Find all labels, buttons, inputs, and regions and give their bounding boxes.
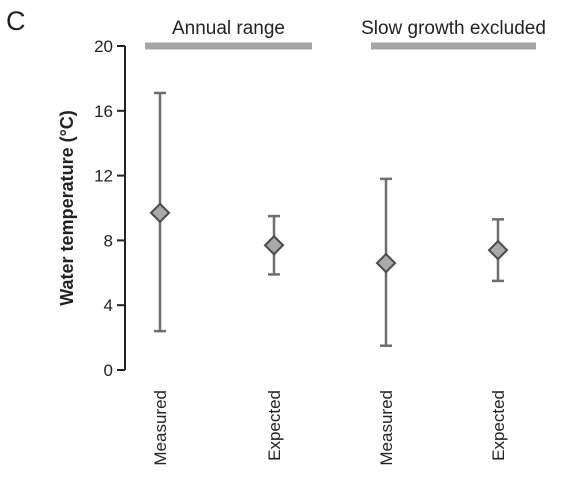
category-labels: Measured Expected Measured Expected	[151, 390, 508, 466]
group-label: Annual range	[172, 18, 285, 39]
y-tick-label: 4	[104, 296, 113, 315]
y-tick-label: 0	[104, 361, 113, 380]
y-tick-label: 20	[94, 37, 113, 56]
category-label: Measured	[377, 390, 396, 466]
data-point-diamond	[263, 234, 285, 256]
group-headers: Annual range Slow growth excluded	[145, 18, 546, 50]
data-point-diamond	[375, 252, 397, 274]
y-tick-label: 12	[94, 167, 113, 186]
y-tick-label: 8	[104, 231, 113, 250]
category-label: Expected	[265, 390, 284, 461]
y-axis: 0 4 8 12 16 20	[94, 37, 126, 380]
data-point-diamond	[149, 202, 171, 224]
y-axis-title: Water temperature (°C)	[57, 110, 77, 306]
data-marks	[149, 91, 509, 347]
y-tick-label: 16	[94, 102, 113, 121]
group-label: Slow growth excluded	[361, 18, 546, 39]
data-point-diamond	[487, 239, 509, 261]
panel-letter: C	[6, 6, 26, 36]
category-label: Measured	[151, 390, 170, 466]
category-label: Expected	[489, 390, 508, 461]
